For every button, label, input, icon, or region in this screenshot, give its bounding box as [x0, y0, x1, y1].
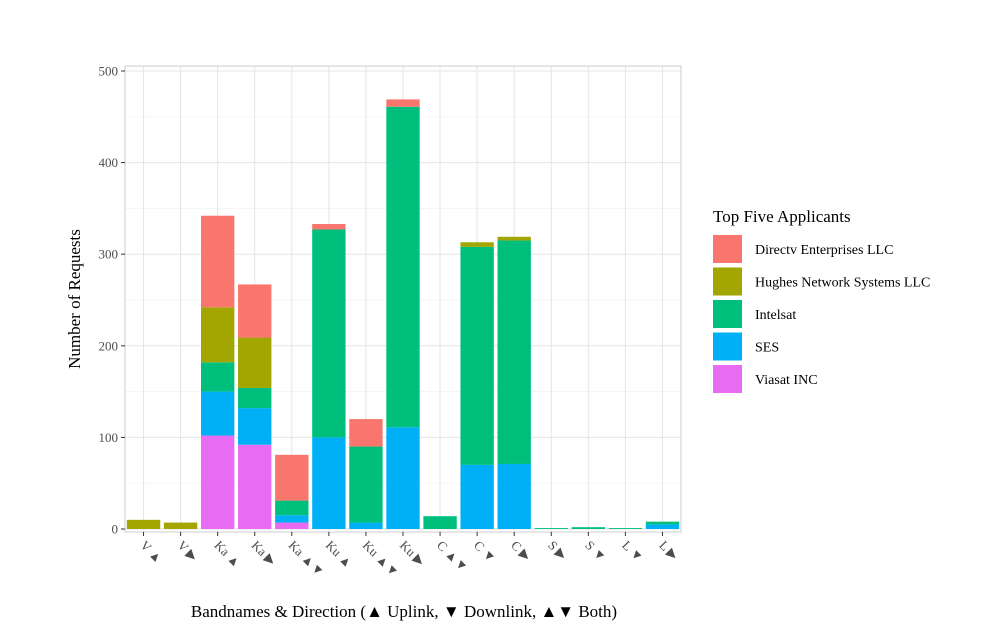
legend-key: [713, 365, 742, 393]
legend-key: [713, 300, 742, 328]
bar-segment: [645, 521, 680, 525]
bar-segment: [238, 337, 272, 388]
y-tick-label: 200: [99, 338, 119, 353]
bar-segment: [200, 215, 235, 308]
bar-segment: [460, 246, 494, 465]
bar-segment: [497, 463, 531, 529]
x-tick-label: Ku ▲▼: [360, 538, 402, 580]
legend-label: Intelsat: [755, 308, 796, 323]
bar-segment: [200, 362, 235, 392]
bar-segment: [645, 524, 680, 529]
bar-segment: [200, 435, 235, 529]
bar-segment: [460, 242, 494, 247]
bar-segment: [312, 229, 346, 438]
legend-key: [713, 267, 742, 296]
x-tick-label: C ▼: [471, 538, 499, 566]
x-tick-label: L ▶: [656, 538, 681, 563]
legend-label: Viasat INC: [755, 373, 818, 388]
bar-segment: [275, 500, 309, 516]
legend-key: [713, 235, 742, 263]
y-tick-label: 0: [112, 522, 119, 537]
legend-title: Top Five Applicants: [713, 207, 851, 226]
x-tick-label: C ▶: [508, 538, 534, 564]
bar-segment: [200, 391, 235, 436]
bar-segment: [275, 522, 309, 529]
y-axis-title: Number of Requests: [65, 229, 84, 369]
legend-label: SES: [755, 341, 779, 356]
y-tick-label: 300: [99, 247, 119, 262]
bars: [126, 99, 680, 529]
y-tick-label: 400: [99, 155, 119, 170]
bar-segment: [349, 522, 383, 529]
bar-segment: [238, 387, 272, 409]
x-tick-label: Ka ▶: [249, 538, 280, 569]
bar-segment: [386, 427, 420, 529]
bar-segment: [312, 223, 346, 230]
legend-label: Directv Enterprises LLC: [755, 243, 893, 258]
legend: Top Five Applicants Directv Enterprises …: [713, 207, 930, 393]
x-tick-label: L ▼: [619, 538, 646, 565]
legend-label: Hughes Network Systems LLC: [755, 276, 930, 291]
y-tick-label: 100: [99, 430, 119, 445]
bar-segment: [386, 106, 420, 428]
x-tick-label: Ka ▲▼: [286, 538, 328, 580]
bar-segment: [497, 240, 531, 464]
x-axis: V ▲ V ▶ Ka ▲ Ka ▶ Ka ▲▼Ku ▲ Ku ▲▼Ku ▶ C ▲▼ C ▼ C…: [137, 532, 682, 580]
y-axis: 0 100 200 300 400 500: [99, 64, 125, 537]
bar-segment: [534, 528, 568, 529]
bar-segment: [275, 515, 309, 523]
legend-key: [713, 332, 742, 361]
x-tick-label: V ▲: [137, 538, 165, 566]
bar-segment: [460, 464, 494, 529]
bar-segment: [386, 99, 420, 107]
bar-segment: [312, 437, 346, 529]
bar-segment: [238, 408, 272, 445]
bar-segment: [349, 446, 383, 523]
bar-segment: [238, 284, 272, 338]
bar-segment: [497, 236, 531, 241]
y-tick-label: 500: [99, 64, 119, 79]
bar-segment: [200, 307, 235, 363]
bar-segment: [275, 454, 309, 501]
x-tick-label: Ka ▲: [212, 538, 245, 571]
x-axis-title: Bandnames & Direction (▲ Uplink, ▼ Downl…: [191, 602, 617, 621]
x-tick-label: S ▶: [545, 538, 570, 563]
x-tick-label: C ▲▼: [434, 538, 471, 575]
x-tick-label: Ku ▲: [323, 538, 356, 571]
bar-segment: [608, 528, 643, 529]
bar-segment: [423, 516, 457, 529]
bar-segment: [349, 419, 383, 447]
x-tick-label: Ku ▶: [397, 538, 428, 569]
bar-segment: [163, 522, 198, 529]
bar-segment: [238, 444, 272, 529]
x-tick-label: S ▼: [582, 538, 609, 565]
bar-segment: [126, 519, 161, 529]
x-tick-label: V ▶: [174, 538, 200, 564]
bar-segment: [571, 527, 606, 529]
